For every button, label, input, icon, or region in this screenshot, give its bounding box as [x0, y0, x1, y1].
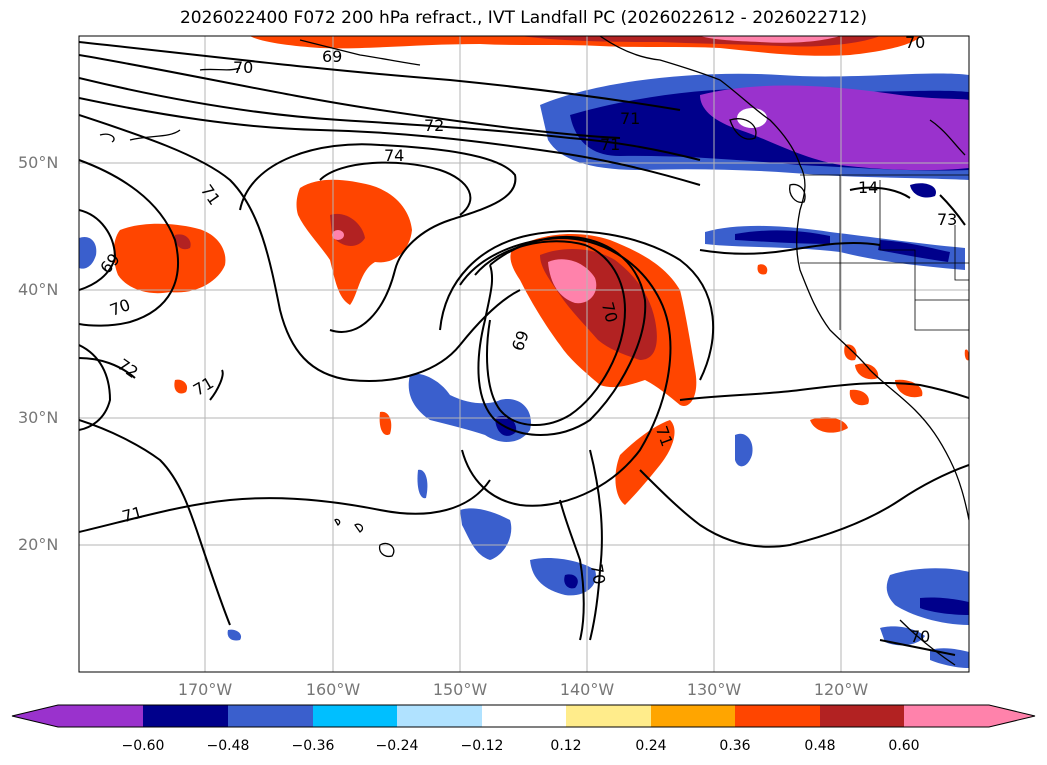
colorbar-tick: −0.36 [291, 738, 335, 754]
lon-label-130w: 130°W [686, 680, 742, 699]
colorbar-segment [143, 705, 228, 727]
colorbar-segment [735, 705, 820, 727]
lon-label-120w: 120°W [813, 680, 869, 699]
colorbar-segment [58, 705, 143, 727]
graticule [79, 36, 969, 672]
borders [800, 174, 969, 331]
colorbar-tick: −0.12 [460, 738, 504, 754]
colorbar-segment [820, 705, 904, 727]
colorbar-segment [397, 705, 482, 727]
colorbar-segment [989, 705, 1035, 727]
contour-label: 71 [620, 109, 640, 128]
colorbar-segment [228, 705, 313, 727]
colorbar-outline [11, 704, 1036, 728]
contour-label: 73 [937, 210, 957, 229]
colorbar-tick: −0.24 [375, 738, 419, 754]
colorbar [11, 704, 1036, 728]
contour-label: 14 [858, 178, 878, 197]
contour-label: 70 [587, 563, 609, 586]
map-panel [79, 36, 969, 672]
colorbar-segment [651, 705, 735, 727]
lon-label-170w: 170°W [177, 680, 233, 699]
lon-label-140w: 140°W [559, 680, 615, 699]
colorbar-segment [12, 705, 58, 727]
contour-label: 71 [120, 503, 145, 527]
colorbar-tick: −0.48 [206, 738, 250, 754]
colorbar-segment [904, 705, 989, 727]
lat-label-40n: 40°N [18, 280, 59, 299]
lon-label-150w: 150°W [432, 680, 488, 699]
colorbar-tick: 0.60 [888, 738, 920, 754]
contour-label: 70 [598, 300, 622, 325]
lat-label-30n: 30°N [18, 408, 59, 427]
coastlines [99, 36, 969, 666]
contour-label: 70 [233, 58, 253, 77]
colorbar-segment [482, 705, 566, 727]
contour-label: 69 [322, 47, 342, 66]
lat-label-50n: 50°N [18, 153, 59, 172]
colorbar-segment [566, 705, 651, 727]
contour-label: 70 [905, 33, 925, 52]
colorbar-tick: 0.48 [804, 738, 836, 754]
contour-label: 72 [424, 116, 444, 135]
colorbar-tick: −0.60 [121, 738, 165, 754]
colorbar-tick: 0.36 [719, 738, 751, 754]
lat-label-20n: 20°N [18, 535, 59, 554]
contours [79, 41, 969, 656]
map-frame [78, 35, 970, 673]
lon-label-160w: 160°W [305, 680, 361, 699]
map-title: 2026022400 F072 200 hPa refract., IVT La… [179, 8, 867, 28]
contour-label: 74 [384, 146, 404, 165]
negative-shading [79, 73, 969, 668]
colorbar-segment [313, 705, 397, 727]
contour-label: 70 [910, 627, 930, 646]
positive-shading [113, 36, 969, 505]
colorbar-tick: 0.24 [635, 738, 667, 754]
contour-label: 71 [600, 135, 620, 154]
colorbar-tick: 0.12 [550, 738, 582, 754]
